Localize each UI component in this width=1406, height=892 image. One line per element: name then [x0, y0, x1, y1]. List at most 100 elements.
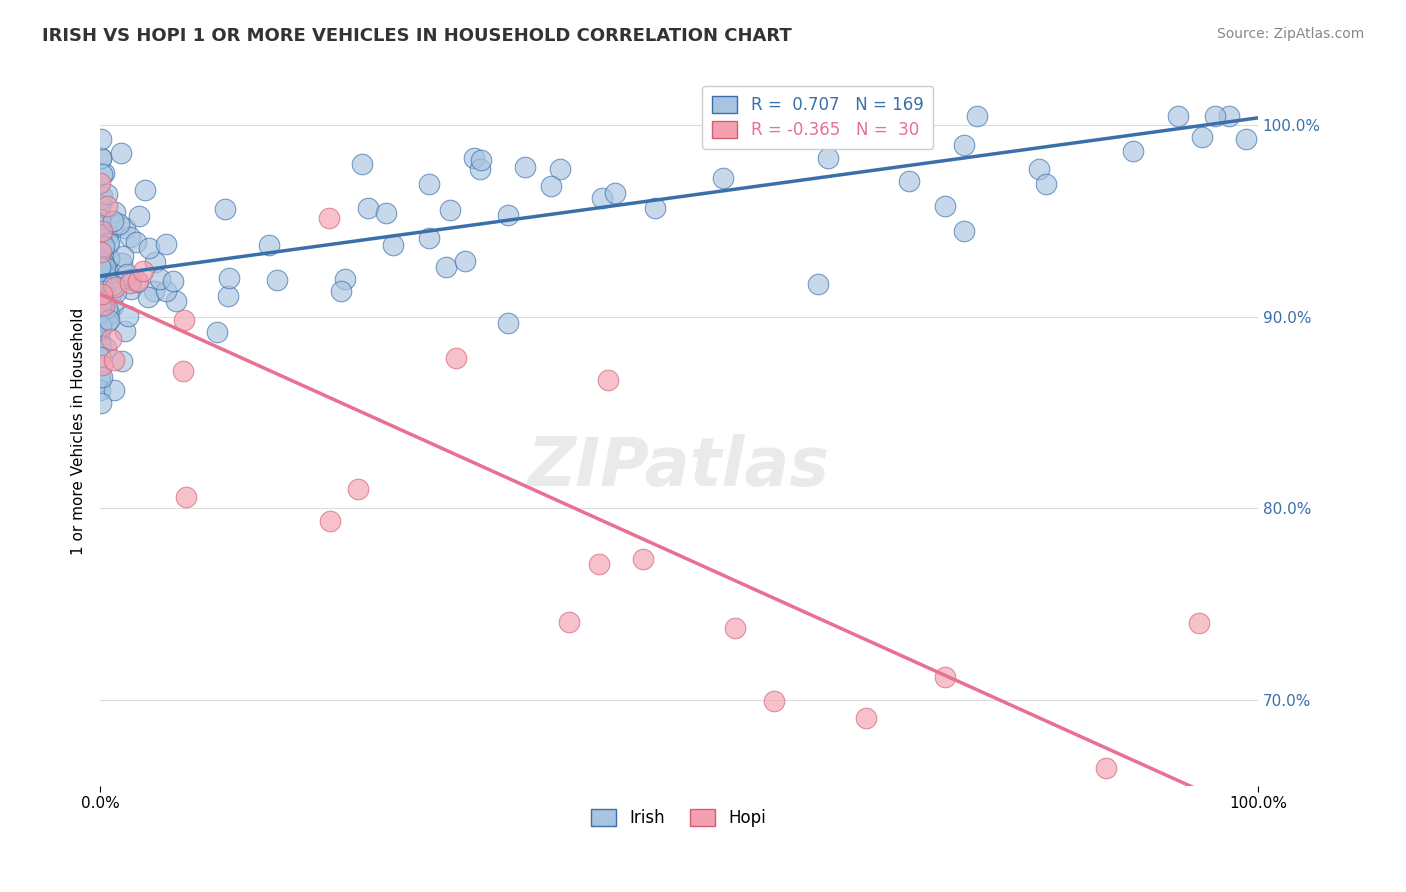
Point [90, 224, 112, 238]
Point [155, 285, 177, 299]
Point [90, 219, 112, 233]
Point [1191, 129, 1213, 144]
Point [90, 232, 112, 246]
Point [97, 313, 120, 327]
Point [91, 370, 114, 384]
Point [132, 264, 155, 278]
Point [540, 178, 562, 193]
Point [127, 275, 149, 289]
Point [96, 199, 118, 213]
Point [89, 176, 111, 190]
Point [90, 151, 112, 165]
Point [89, 294, 111, 309]
Point [101, 272, 124, 286]
Point [91, 358, 114, 372]
Point [89, 252, 111, 266]
Point [90, 131, 112, 145]
Point [136, 291, 159, 305]
Point [93, 166, 115, 180]
Point [98, 252, 121, 267]
Point [89, 374, 111, 388]
Point [89, 287, 111, 301]
Point [90, 300, 112, 314]
Point [101, 278, 124, 293]
Point [1167, 109, 1189, 123]
Point [711, 170, 734, 185]
Point [89, 212, 111, 227]
Point [103, 383, 125, 397]
Point [90, 280, 112, 294]
Point [90, 227, 112, 241]
Point [557, 615, 579, 629]
Point [96, 262, 118, 277]
Point [89, 304, 111, 318]
Point [89, 279, 111, 293]
Point [218, 270, 240, 285]
Point [105, 285, 128, 299]
Point [357, 201, 380, 215]
Point [381, 237, 404, 252]
Point [817, 151, 839, 165]
Point [96, 315, 118, 329]
Text: IRISH VS HOPI 1 OR MORE VEHICLES IN HOUSEHOLD CORRELATION CHART: IRISH VS HOPI 1 OR MORE VEHICLES IN HOUS… [42, 27, 792, 45]
Point [1218, 109, 1240, 123]
Text: ZIPatlas: ZIPatlas [529, 434, 830, 500]
Point [89, 263, 111, 277]
Point [103, 278, 125, 293]
Point [855, 711, 877, 725]
Point [101, 299, 124, 313]
Point [1234, 132, 1257, 146]
Point [114, 324, 136, 338]
Point [89, 383, 111, 397]
Text: Source: ZipAtlas.com: Source: ZipAtlas.com [1216, 27, 1364, 41]
Point [138, 241, 160, 255]
Point [496, 208, 519, 222]
Point [347, 482, 370, 496]
Point [103, 353, 125, 368]
Point [89, 334, 111, 348]
Point [91, 167, 114, 181]
Point [111, 353, 134, 368]
Point [329, 284, 352, 298]
Point [143, 254, 166, 268]
Point [90, 282, 112, 296]
Point [91, 283, 114, 297]
Point [439, 203, 461, 218]
Point [513, 161, 536, 175]
Point [90, 227, 112, 242]
Point [172, 364, 194, 378]
Point [97, 228, 120, 243]
Point [934, 199, 956, 213]
Point [89, 291, 111, 305]
Point [90, 192, 112, 206]
Point [90, 296, 112, 310]
Point [110, 145, 132, 160]
Point [98, 280, 121, 294]
Point [496, 316, 519, 330]
Point [752, 109, 775, 123]
Point [90, 216, 112, 230]
Point [89, 324, 111, 338]
Point [89, 272, 111, 286]
Point [120, 229, 142, 244]
Point [434, 260, 457, 274]
Point [724, 621, 747, 635]
Point [93, 284, 115, 298]
Point [134, 183, 156, 197]
Point [89, 338, 111, 352]
Point [114, 220, 136, 235]
Point [89, 242, 111, 256]
Point [93, 311, 115, 326]
Point [90, 245, 112, 260]
Point [333, 271, 356, 285]
Point [934, 670, 956, 684]
Point [1095, 761, 1118, 775]
Point [1028, 162, 1050, 177]
Point [89, 307, 111, 321]
Point [90, 286, 112, 301]
Point [631, 552, 654, 566]
Point [89, 198, 111, 212]
Point [149, 272, 172, 286]
Point [111, 249, 134, 263]
Point [352, 156, 374, 170]
